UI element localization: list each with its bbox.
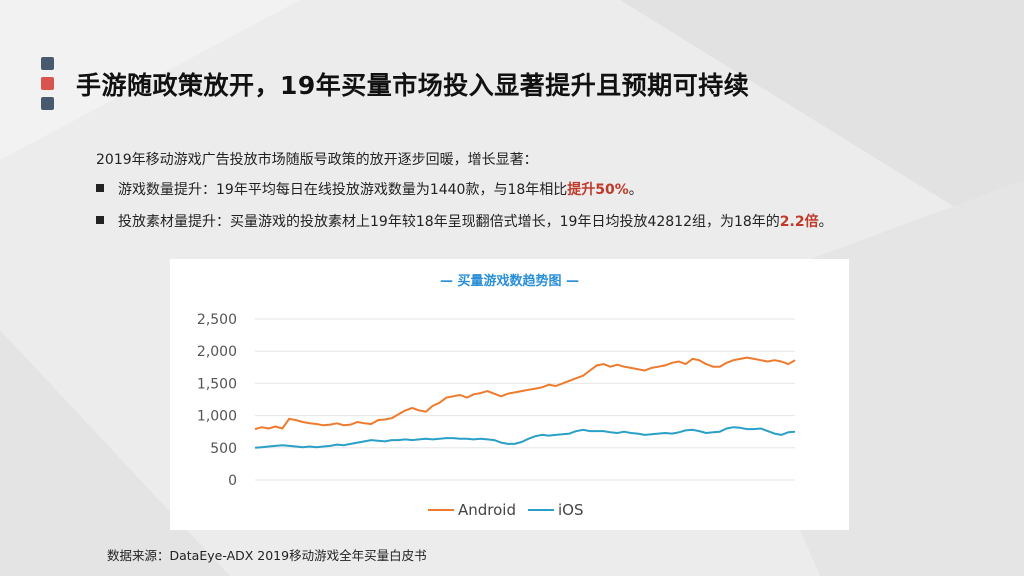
y-tick-label: 1,000 [197,409,237,425]
y-tick-label: 0 [228,473,237,489]
accent-square-bottom [41,97,54,110]
bullet-text: 投放素材量提升：买量游戏的投放素材上19年较18年呈现翻倍式增长，19年日均投放… [118,214,780,230]
page-title: 手游随政策放开，19年买量市场投入显著提升且预期可持续 [76,71,750,100]
bullet-suffix: 。 [628,182,643,198]
bullet-material-count: 投放素材量提升：买量游戏的投放素材上19年较18年呈现翻倍式增长，19年日均投放… [96,211,833,231]
bullet-game-count: 游戏数量提升：19年平均每日在线投放游戏数量为1440款，与18年相比提升50%… [96,179,643,199]
bullet-text: 游戏数量提升：19年平均每日在线投放游戏数量为1440款，与18年相比 [118,182,568,198]
chart-title: — 买量游戏数趋势图 — [439,274,580,289]
legend-label: iOS [558,501,584,519]
data-source-note: 数据来源：DataEye-ADX 2019移动游戏全年买量白皮书 [107,548,427,563]
series-line-android [254,356,796,431]
legend-label: Android [458,501,516,519]
y-tick-label: 1,500 [197,376,237,392]
y-tick-label: 2,000 [197,344,237,360]
accent-square-middle [41,77,54,90]
accent-square-top [41,57,54,70]
line-chart: 0 500 1,000 1,500 2,000 2,500 Android iOS [197,312,796,519]
bullet-square-icon [96,184,104,192]
bullet-highlight: 提升50% [567,182,629,198]
series-line-ios [254,426,796,449]
y-tick-label: 2,500 [197,312,237,328]
intro-text: 2019年移动游戏广告投放市场随版号政策的放开逐步回暖，增长显著： [96,152,538,168]
chart-card: — 买量游戏数趋势图 — 0 500 1,000 1,500 2,000 2,500 And… [170,259,849,530]
bullet-square-icon [96,216,104,224]
bullet-suffix: 。 [818,214,833,230]
y-tick-label: 500 [210,441,237,457]
bullet-highlight: 2.2倍 [779,214,819,230]
